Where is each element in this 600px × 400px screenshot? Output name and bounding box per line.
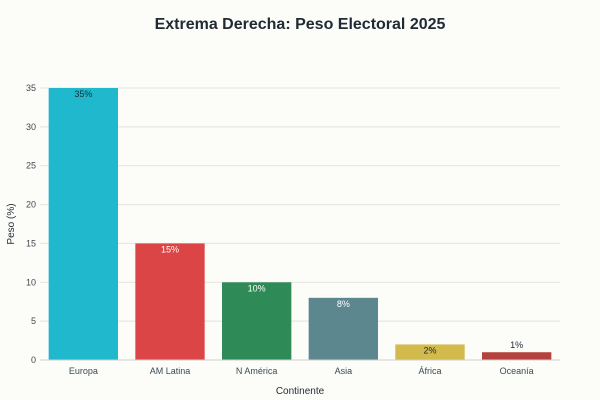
bars: 35% 15% 10% 8% 2% 1% xyxy=(48,88,552,360)
bar--frica xyxy=(395,344,465,360)
y-tick-label: 25 xyxy=(26,161,36,171)
bar-europa xyxy=(48,88,118,360)
grid-lines xyxy=(40,87,560,322)
bar-ocean-a xyxy=(482,352,552,360)
x-tick-label: Asia xyxy=(335,366,353,376)
bar-am-latina xyxy=(135,243,205,360)
y-tick-label: 20 xyxy=(26,200,36,210)
y-tick-label: 5 xyxy=(31,316,36,326)
bar-data-label: 10% xyxy=(248,283,266,293)
y-tick-label: 35 xyxy=(26,83,36,93)
bar-data-label: 35% xyxy=(74,89,92,99)
x-tick-label: N América xyxy=(236,366,278,376)
x-tick-label: Europa xyxy=(69,366,98,376)
y-axis-ticks: 0 5 10 15 20 25 30 35 xyxy=(26,83,36,365)
bar-data-label: 2% xyxy=(423,345,436,355)
y-tick-label: 15 xyxy=(26,238,36,248)
x-tick-label: AM Latina xyxy=(150,366,191,376)
x-tick-label: Oceanía xyxy=(500,366,534,376)
x-tick-label: África xyxy=(418,366,441,376)
bar-data-label: 8% xyxy=(337,299,350,309)
y-tick-label: 0 xyxy=(31,355,36,365)
chart-title: Extrema Derecha: Peso Electoral 2025 xyxy=(155,16,446,33)
bar-data-label: 1% xyxy=(510,340,523,350)
bar-n-am-rica xyxy=(222,282,292,360)
y-tick-label: 10 xyxy=(26,277,36,287)
bar-data-label: 15% xyxy=(161,244,179,254)
y-axis-label: Peso (%) xyxy=(6,203,17,244)
x-axis-label: Continente xyxy=(276,386,325,397)
x-axis-ticks: Europa AM Latina N América Asia África Oceaní… xyxy=(69,366,534,376)
bar-asia xyxy=(308,297,378,360)
y-tick-label: 30 xyxy=(26,122,36,132)
